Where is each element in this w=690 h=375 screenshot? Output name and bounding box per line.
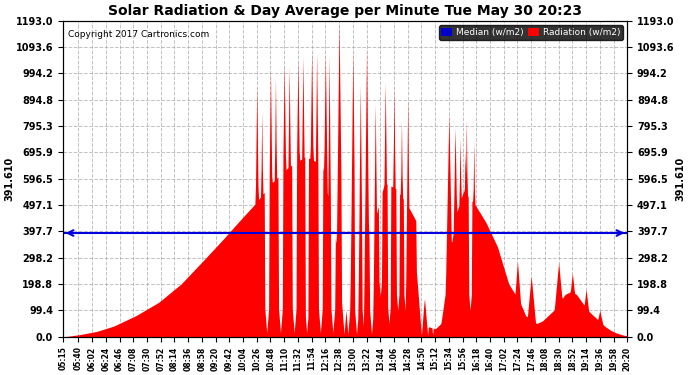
Y-axis label: 391.610: 391.610 bbox=[676, 157, 686, 201]
Title: Solar Radiation & Day Average per Minute Tue May 30 20:23: Solar Radiation & Day Average per Minute… bbox=[108, 4, 582, 18]
Y-axis label: 391.610: 391.610 bbox=[4, 157, 14, 201]
Legend: Median (w/m2), Radiation (w/m2): Median (w/m2), Radiation (w/m2) bbox=[439, 25, 622, 40]
Text: Copyright 2017 Cartronics.com: Copyright 2017 Cartronics.com bbox=[68, 30, 210, 39]
